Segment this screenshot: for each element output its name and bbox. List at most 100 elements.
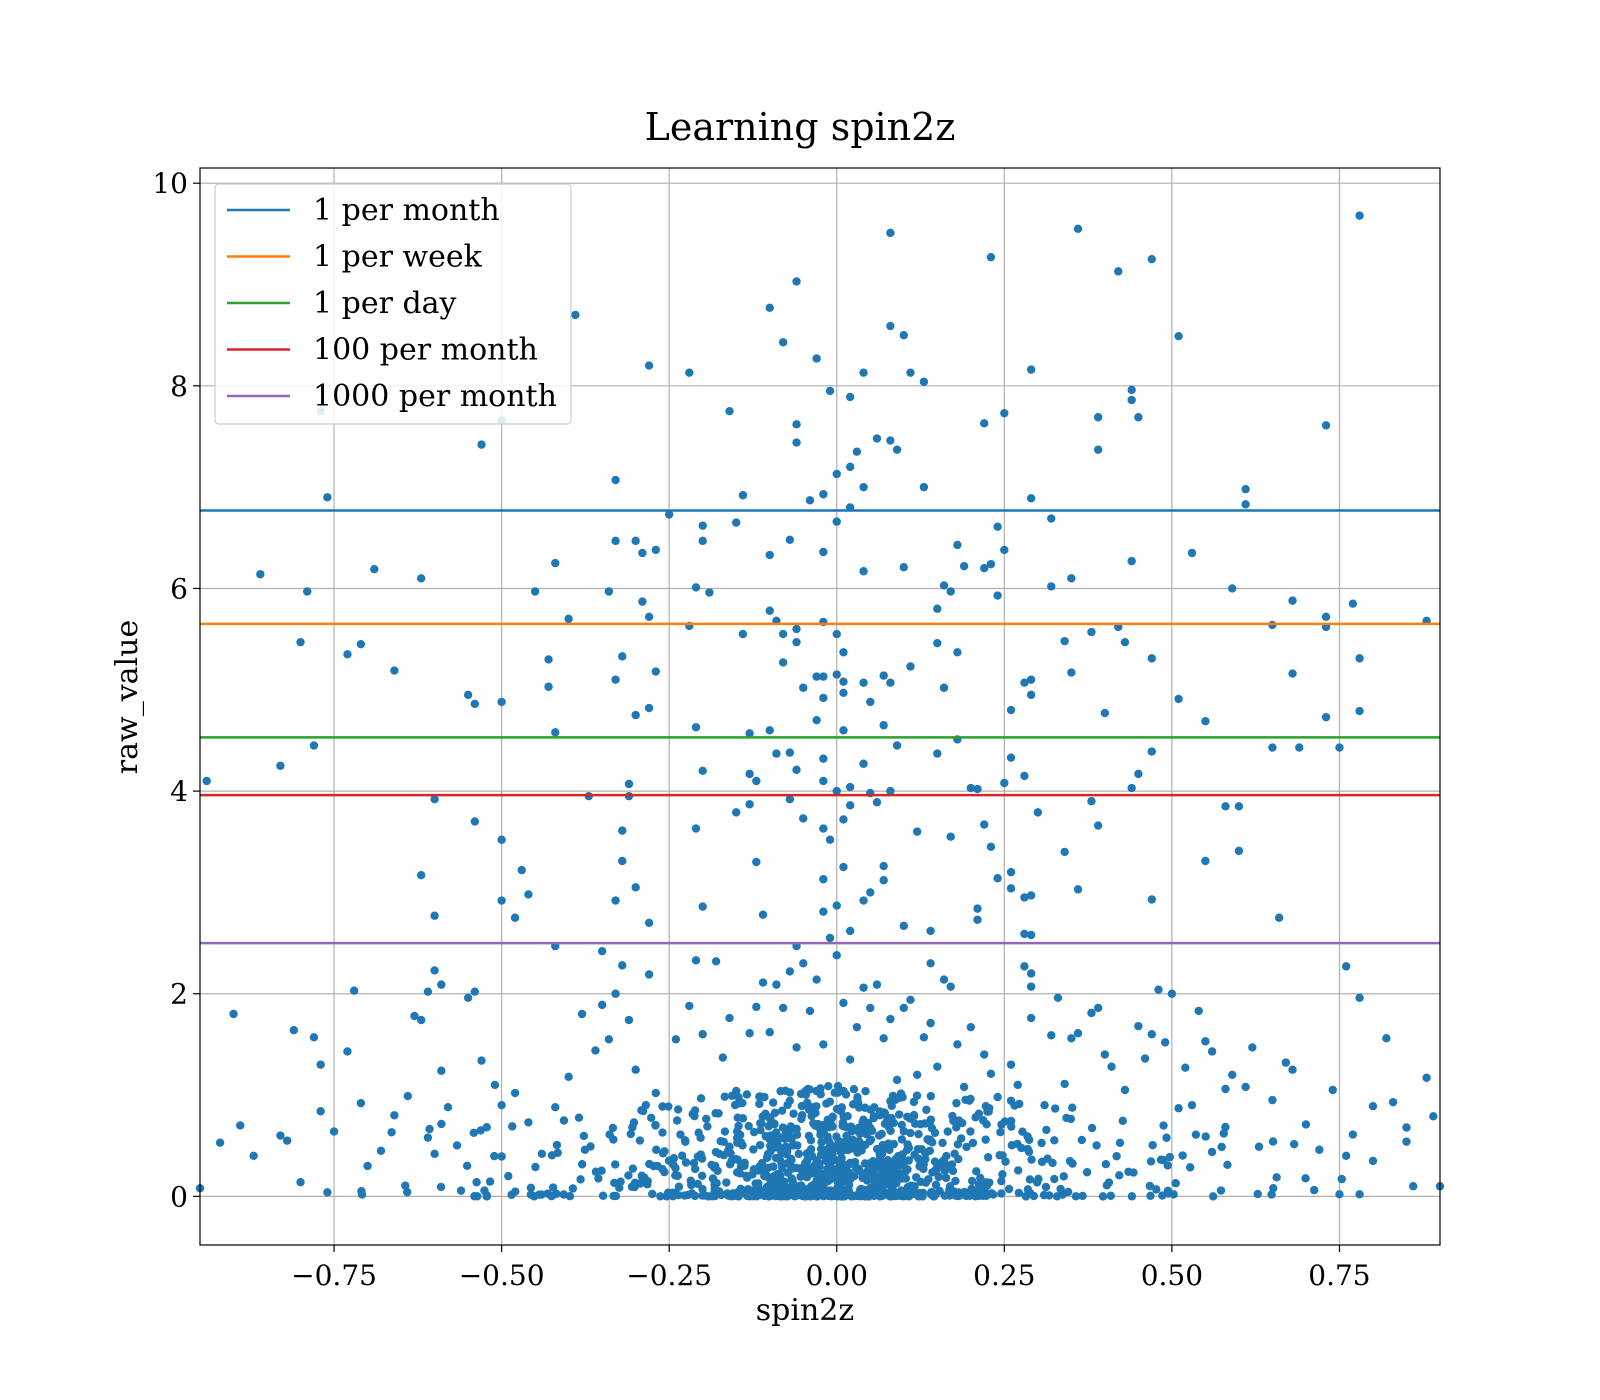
scatter-point [825, 1161, 834, 1170]
scatter-point [736, 1162, 746, 1171]
scatter-point [859, 678, 868, 687]
scatter-point [962, 1191, 971, 1201]
scatter-point [804, 1105, 814, 1114]
scatter-point [423, 987, 433, 996]
scatter-point [691, 723, 701, 732]
scatter-point [980, 564, 989, 573]
scatter-point [1127, 556, 1136, 566]
scatter-point [390, 666, 399, 675]
scatter-point [921, 1149, 930, 1158]
scatter-point [485, 1177, 495, 1186]
scatter-point [1047, 1031, 1056, 1040]
y-tick-label: 8 [170, 370, 188, 403]
scatter-point [725, 1013, 734, 1023]
scatter-point [845, 926, 855, 936]
scatter-point [956, 1134, 966, 1143]
scatter-point [631, 710, 640, 720]
scatter-point [1281, 1058, 1291, 1067]
scatter-point [497, 1100, 506, 1110]
scatter-point [823, 1177, 832, 1186]
scatter-point [1355, 706, 1364, 716]
scatter-point [735, 1130, 745, 1140]
scatter-point [1321, 612, 1331, 622]
scatter-point [1020, 771, 1029, 781]
scatter-point [725, 1142, 734, 1151]
scatter-point [846, 1190, 856, 1200]
scatter-point [403, 1187, 412, 1197]
scatter-point [591, 1046, 600, 1055]
scatter-point [914, 1129, 923, 1139]
scatter-point [1288, 669, 1297, 678]
scatter-point [605, 1130, 614, 1139]
scatter-point [945, 1182, 955, 1191]
scatter-point [1053, 993, 1063, 1002]
scatter-point [980, 419, 989, 428]
scatter-point [711, 1147, 721, 1157]
y-tick-label: 0 [170, 1180, 188, 1213]
scatter-point [651, 1088, 660, 1098]
scatter-point [957, 1118, 967, 1128]
scatter-point [824, 1188, 833, 1197]
scatter-point [531, 1162, 540, 1172]
scatter-point [860, 1103, 870, 1112]
scatter-point [879, 1034, 888, 1043]
scatter-point [862, 1130, 871, 1139]
scatter-point [1234, 802, 1244, 811]
scatter-point [497, 835, 506, 844]
scatter-point [1020, 893, 1029, 902]
scatter-point [950, 1149, 959, 1158]
scatter-point [1147, 1030, 1156, 1039]
scatter-point [1341, 962, 1351, 971]
scatter-point [1201, 716, 1210, 726]
scatter-point [674, 1182, 684, 1191]
scatter-point [618, 652, 627, 661]
scatter-point [916, 1190, 925, 1199]
scatter-point [849, 1085, 859, 1094]
scatter-point [1355, 1190, 1364, 1199]
scatter-point [1146, 1191, 1155, 1200]
scatter-point [723, 1189, 732, 1198]
scatter-point [842, 1136, 851, 1145]
scatter-point [832, 1104, 842, 1114]
scatter-point [817, 1169, 827, 1179]
scatter-point [993, 874, 1002, 883]
scatter-point [1066, 1114, 1076, 1124]
scatter-point [825, 1169, 835, 1179]
scatter-point [970, 1187, 980, 1196]
scatter-point [309, 1033, 319, 1042]
scatter-point [859, 896, 868, 905]
scatter-point [648, 1189, 657, 1199]
scatter-point [754, 1179, 763, 1188]
scatter-point [777, 1106, 787, 1115]
scatter-point [1026, 969, 1036, 978]
scatter-point [469, 1128, 478, 1138]
scatter-point [879, 671, 888, 680]
x-tick-label: 0.50 [1141, 1259, 1203, 1292]
scatter-point [866, 1003, 875, 1013]
scatter-point [866, 888, 875, 897]
scatter-point [1107, 1062, 1116, 1071]
scatter-point [681, 1158, 691, 1167]
scatter-point [765, 303, 774, 313]
scatter-point [755, 1099, 764, 1109]
scatter-point [1092, 1141, 1101, 1150]
scatter-point [772, 980, 781, 989]
scatter-point [1029, 1191, 1039, 1201]
scatter-point [1006, 753, 1016, 762]
scatter-point [869, 1182, 878, 1191]
scatter-point [664, 1156, 674, 1165]
scatter-point [1100, 1050, 1110, 1059]
scatter-point [356, 1098, 366, 1108]
scatter-point [812, 672, 821, 681]
scatter-point [565, 1191, 575, 1201]
scatter-point [799, 683, 808, 692]
scatter-point [892, 445, 902, 454]
scatter-point [742, 1090, 752, 1099]
scatter-point [564, 614, 573, 624]
scatter-point [919, 1033, 929, 1042]
scatter-point [1023, 1144, 1032, 1154]
scatter-point [788, 1141, 797, 1150]
scatter-point [624, 1015, 634, 1025]
scatter-point [804, 1131, 814, 1141]
